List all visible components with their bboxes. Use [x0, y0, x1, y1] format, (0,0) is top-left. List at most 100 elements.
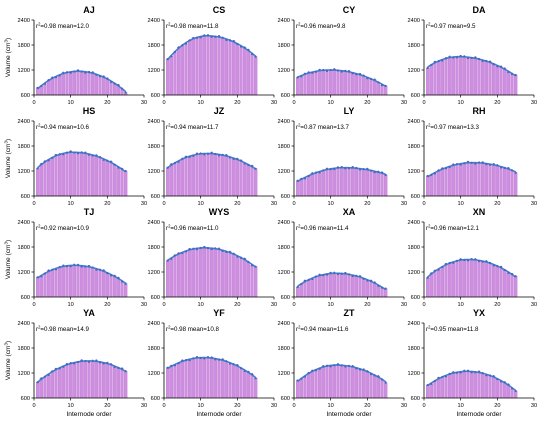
y-axis-label: Volume (cm3)	[4, 240, 13, 280]
data-bar	[195, 153, 199, 197]
data-point	[247, 163, 250, 167]
data-point	[380, 83, 384, 87]
panel-aj: AJ 600 1200 1800 2400 0 10 20 30 r2=0.98 mean=12.…	[4, 5, 148, 106]
data-point	[463, 369, 466, 372]
data-bar	[173, 255, 177, 298]
data-point	[166, 366, 169, 369]
stats-annotation: r2=0.96 mean=9.8	[296, 22, 346, 31]
data-point	[221, 153, 224, 156]
data-point	[300, 377, 303, 380]
data-point	[102, 362, 105, 365]
data-point	[214, 358, 217, 361]
data-bar	[54, 269, 58, 298]
data-point	[65, 362, 69, 366]
r2-label: r	[426, 225, 428, 232]
data-bar	[169, 258, 173, 298]
data-point	[362, 368, 365, 371]
data-bar	[180, 45, 184, 96]
data-bar	[243, 47, 247, 96]
data-point	[444, 167, 448, 170]
data-bar	[451, 164, 455, 197]
data-point	[58, 74, 61, 77]
data-point	[336, 273, 340, 276]
data-bar	[444, 57, 448, 96]
y-tick-label: 1800	[18, 245, 30, 251]
data-point	[366, 77, 369, 80]
data-point	[496, 65, 499, 68]
data-bar	[98, 362, 102, 399]
data-point	[65, 71, 69, 74]
data-point	[314, 275, 318, 278]
data-point	[239, 159, 243, 162]
r2-superscript: 2	[428, 325, 431, 330]
x-tick-label: 20	[494, 100, 500, 106]
data-bar	[365, 78, 369, 96]
data-bar	[224, 361, 228, 399]
data-point	[124, 91, 127, 94]
data-bar	[373, 282, 377, 298]
data-bar	[69, 72, 73, 96]
data-point	[80, 265, 83, 268]
data-bar	[473, 163, 477, 197]
data-bar	[329, 169, 333, 197]
data-bar	[80, 71, 84, 96]
data-bar	[440, 60, 444, 96]
data-point	[95, 73, 98, 76]
data-point	[314, 171, 318, 174]
data-point	[325, 167, 329, 170]
data-point	[366, 167, 369, 170]
data-point	[195, 152, 199, 155]
data-point	[225, 38, 228, 42]
data-point	[325, 364, 329, 367]
data-point	[340, 272, 343, 275]
data-bar	[448, 373, 452, 399]
data-bar	[191, 248, 195, 298]
data-bar	[314, 370, 318, 399]
data-bar	[232, 364, 236, 399]
data-bar	[332, 168, 336, 197]
data-bar	[254, 168, 258, 197]
data-point	[203, 153, 206, 156]
data-bar	[206, 247, 210, 298]
data-point	[73, 263, 76, 266]
x-tick-label: 0	[422, 403, 425, 409]
data-point	[496, 265, 499, 268]
data-bar	[484, 261, 488, 298]
data-point	[109, 80, 113, 83]
data-bar	[354, 167, 358, 197]
data-point	[225, 154, 228, 157]
data-bar	[451, 372, 455, 399]
x-tick-label: 0	[32, 302, 35, 308]
data-point	[221, 36, 224, 39]
y-tick-label: 2400	[278, 321, 290, 327]
y-tick-label: 2400	[408, 220, 420, 226]
data-bar	[120, 368, 124, 399]
data-point	[247, 48, 250, 51]
data-point	[322, 68, 325, 72]
data-bar	[221, 250, 225, 298]
x-tick-label: 30	[271, 201, 277, 207]
data-point	[496, 164, 499, 167]
y-tick-label: 1200	[148, 270, 160, 276]
data-point	[62, 71, 65, 74]
data-point	[54, 268, 58, 271]
y-tick-label: 1200	[18, 270, 30, 276]
data-bar	[239, 46, 243, 96]
data-point	[441, 375, 444, 379]
data-bar	[76, 361, 80, 399]
y-tick-label: 600	[151, 194, 160, 200]
y-tick-label: 1800	[18, 144, 30, 150]
data-bar	[373, 375, 377, 399]
data-point	[503, 268, 506, 272]
data-point	[514, 389, 517, 393]
y-axis-label-close: )	[5, 341, 12, 343]
data-point	[184, 155, 188, 158]
data-point	[91, 266, 94, 269]
data-bar	[173, 162, 177, 197]
data-point	[43, 272, 47, 275]
data-point	[181, 44, 184, 47]
data-bar	[188, 359, 192, 399]
data-bar	[466, 260, 470, 298]
data-bar	[351, 166, 355, 197]
panel-jz: JZ 600 1200 1800 2400 0 10 20 30 r2=0.94 mean=11.…	[148, 106, 278, 207]
